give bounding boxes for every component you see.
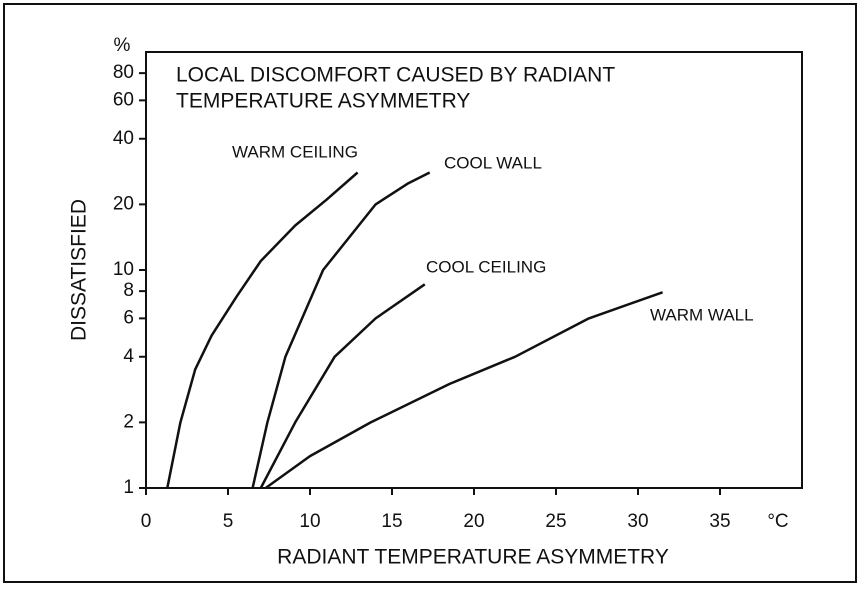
x-tick-label: 30	[627, 511, 648, 532]
x-tick-label: 25	[545, 511, 566, 532]
y-unit: %	[114, 35, 131, 56]
y-tick-label: 1	[123, 477, 134, 498]
plot-frame	[145, 51, 803, 489]
x-tick-label: 10	[299, 511, 320, 532]
y-tick-label: 10	[113, 259, 134, 280]
x-tick-label: 15	[381, 511, 402, 532]
y-tick-label: 4	[123, 346, 134, 367]
curve	[251, 171, 431, 489]
x-tick-label: 5	[223, 511, 234, 532]
y-tick-label: 60	[113, 89, 134, 110]
curve	[264, 291, 664, 490]
y-tick-label: 2	[123, 411, 134, 432]
outer-frame	[3, 3, 857, 583]
x-tick-label: 35	[709, 511, 730, 532]
curve	[259, 283, 426, 489]
y-tick-label: 6	[123, 307, 134, 328]
curve	[166, 171, 359, 489]
y-tick-label: 20	[113, 193, 134, 214]
x-tick-label: 20	[463, 511, 484, 532]
y-tick-label: 80	[113, 62, 134, 83]
y-axis-label: DISSATISFIED	[68, 199, 91, 341]
y-tick-label: 8	[123, 280, 134, 301]
y-tick-label: 40	[113, 128, 134, 149]
chart-title: TEMPERATURE ASYMMETRY	[176, 90, 470, 113]
curve-label: COOL CEILING	[426, 257, 546, 276]
x-axis-label: RADIANT TEMPERATURE ASYMMETRY	[277, 546, 669, 569]
curve-label: WARM CEILING	[232, 142, 358, 161]
x-unit: °C	[767, 511, 788, 532]
curve-label: WARM WALL	[650, 305, 754, 324]
x-tick-label: 0	[141, 511, 152, 532]
curve-label: COOL WALL	[444, 153, 542, 172]
chart-title: LOCAL DISCOMFORT CAUSED BY RADIANT	[176, 64, 615, 87]
